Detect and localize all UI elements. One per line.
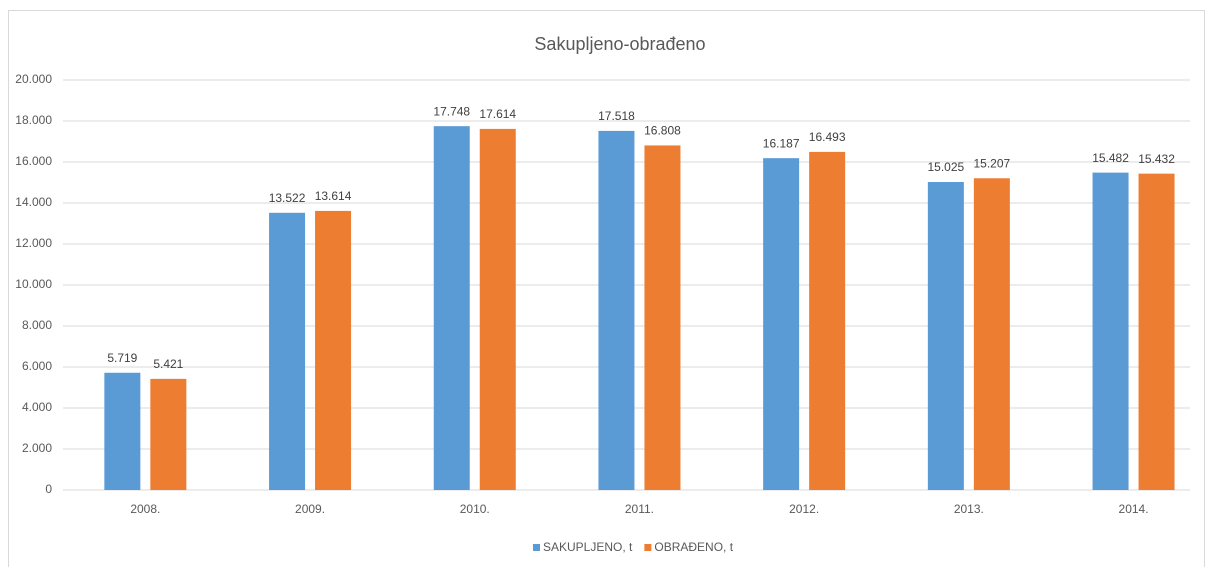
legend-swatch <box>644 544 652 551</box>
data-label: 13.522 <box>269 191 306 205</box>
legend-label: SAKUPLJENO, t <box>543 540 633 554</box>
bar <box>973 178 1010 490</box>
y-tick-label: 12.000 <box>15 236 52 250</box>
x-tick-label: 2009. <box>295 502 325 516</box>
y-tick-label: 4.000 <box>22 400 52 414</box>
legend-label: OBRAĐENO, t <box>654 540 733 554</box>
data-label: 16.493 <box>809 130 846 144</box>
bar <box>104 372 141 490</box>
x-tick-label: 2010. <box>460 502 490 516</box>
y-tick-label: 16.000 <box>15 154 52 168</box>
data-label: 5.719 <box>107 351 137 365</box>
chart-title: Sakupljeno-obrađeno <box>534 34 705 54</box>
bar <box>598 130 635 491</box>
x-tick-label: 2012. <box>789 502 819 516</box>
bar <box>644 145 681 490</box>
y-tick-label: 8.000 <box>22 318 52 332</box>
data-label: 17.518 <box>598 109 635 123</box>
bar <box>809 151 846 490</box>
y-tick-label: 0 <box>45 482 52 496</box>
bar <box>315 210 352 490</box>
y-tick-label: 18.000 <box>15 113 52 127</box>
x-tick-label: 2011. <box>625 502 654 516</box>
y-tick-label: 6.000 <box>22 359 52 373</box>
y-tick-label: 10.000 <box>15 277 52 291</box>
bar <box>479 128 516 490</box>
bar <box>150 378 187 490</box>
bar <box>1138 173 1175 491</box>
bar <box>927 181 964 491</box>
y-tick-label: 14.000 <box>15 195 52 209</box>
data-label: 16.808 <box>644 124 681 138</box>
data-label: 5.421 <box>153 357 183 371</box>
bar <box>433 126 470 490</box>
bar <box>269 212 306 490</box>
data-label: 15.432 <box>1138 152 1175 166</box>
data-label: 15.025 <box>927 160 964 174</box>
legend-swatch <box>533 544 540 551</box>
x-tick-label: 2014. <box>1119 502 1149 516</box>
x-tick-label: 2013. <box>954 502 984 516</box>
data-label: 17.614 <box>479 107 516 121</box>
bar <box>1092 172 1129 490</box>
y-tick-label: 2.000 <box>22 441 52 455</box>
x-tick-label: 2008. <box>130 502 160 516</box>
data-label: 17.748 <box>433 104 470 118</box>
data-label: 15.482 <box>1092 151 1129 165</box>
bar <box>763 158 800 490</box>
data-label: 13.614 <box>315 189 352 203</box>
data-label: 16.187 <box>763 136 800 150</box>
y-tick-label: 20.000 <box>15 72 52 86</box>
data-label: 15.207 <box>973 156 1010 170</box>
